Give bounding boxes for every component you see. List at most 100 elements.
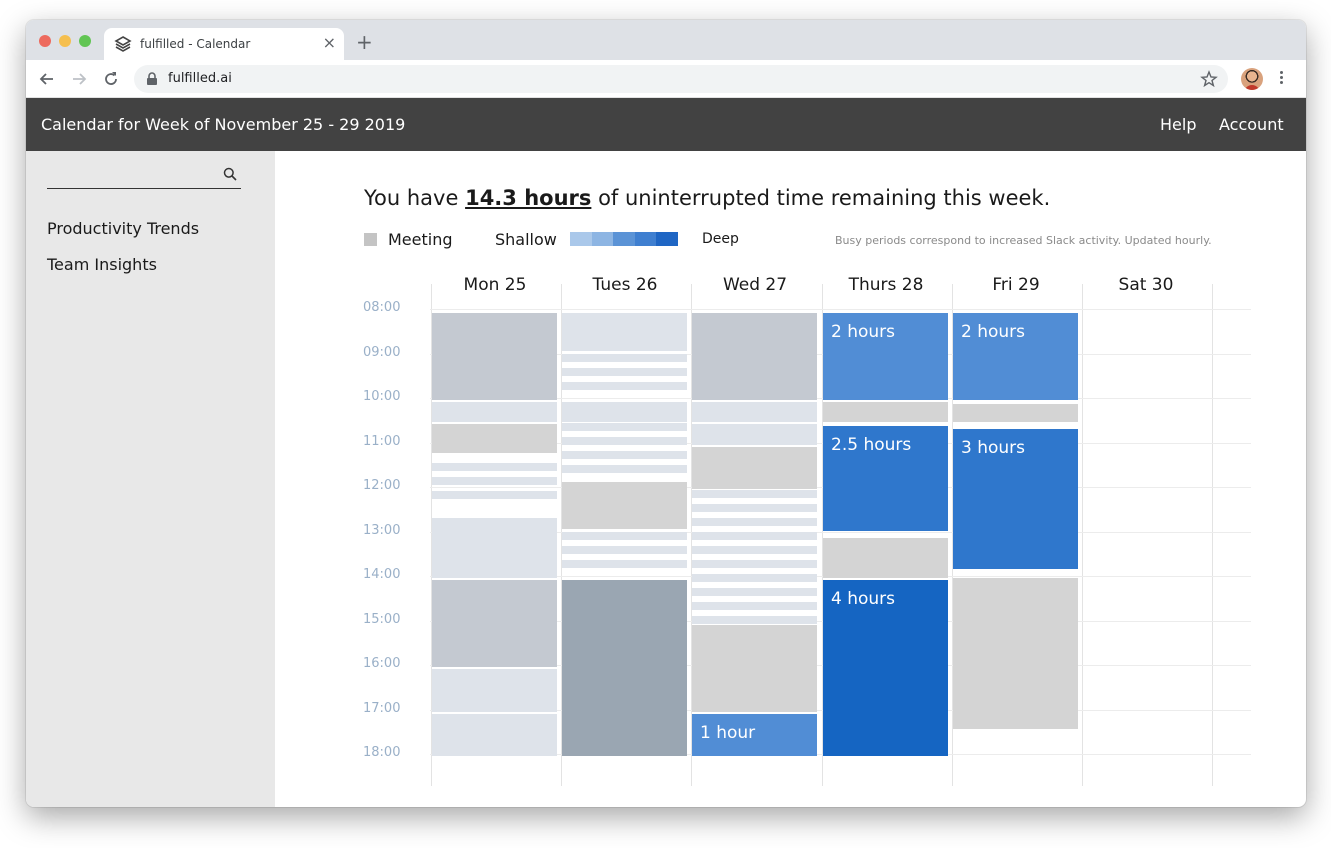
tab-strip: fulfilled - Calendar × + — [26, 20, 1306, 60]
meeting-block[interactable] — [953, 577, 1078, 730]
url-text: fulfilled.ai — [168, 71, 232, 86]
time-label: 18:00 — [363, 745, 401, 760]
reload-icon[interactable] — [102, 70, 120, 88]
focus-time-block[interactable]: 4 hours — [823, 580, 948, 756]
focus-duration-label: 2 hours — [831, 322, 896, 342]
grid-column-line — [952, 284, 953, 786]
day-header: Mon 25 — [463, 275, 527, 295]
focus-time-block[interactable]: 2 hours — [953, 313, 1078, 400]
focus-time-block[interactable]: 2 hours — [823, 313, 948, 400]
close-window-button[interactable] — [39, 35, 51, 47]
sidebar-item-team-insights[interactable]: Team Insights — [47, 255, 157, 274]
busy-block[interactable] — [562, 313, 687, 352]
focus-duration-label: 2.5 hours — [831, 435, 912, 456]
meeting-block[interactable] — [692, 624, 817, 712]
back-arrow-icon[interactable] — [38, 70, 56, 88]
focus-time-block[interactable]: 2.5 hours — [823, 426, 948, 532]
browser-menu-icon[interactable] — [1278, 69, 1284, 89]
search-input[interactable] — [47, 165, 217, 187]
focus-duration-label: 3 hours — [961, 437, 1026, 458]
meeting-block[interactable] — [692, 446, 817, 489]
meeting-block[interactable] — [953, 404, 1078, 423]
browser-window: fulfilled - Calendar × + fulfilled.ai — [26, 20, 1306, 807]
close-tab-icon[interactable]: × — [322, 33, 336, 52]
meeting-block[interactable] — [432, 424, 557, 454]
focus-duration-label: 4 hours — [831, 589, 896, 609]
busy-block[interactable] — [432, 517, 557, 578]
new-tab-button[interactable]: + — [356, 30, 373, 54]
time-label: 10:00 — [363, 389, 401, 404]
day-header: Fri 29 — [992, 275, 1040, 295]
help-link[interactable]: Help — [1160, 115, 1197, 134]
day-header: Sat 30 — [1118, 275, 1174, 295]
busy-block[interactable] — [432, 580, 557, 667]
fulfilled-logo-icon — [114, 36, 132, 52]
bookmark-star-icon[interactable] — [1200, 70, 1218, 88]
slack-activity-stripe — [692, 574, 817, 582]
meeting-block[interactable] — [823, 537, 948, 578]
slack-activity-stripe — [562, 382, 687, 391]
slack-activity-stripe — [692, 546, 817, 554]
busy-block[interactable] — [562, 402, 687, 423]
meeting-block[interactable] — [823, 402, 948, 423]
slack-activity-stripe — [562, 368, 687, 377]
page-title: Calendar for Week of November 25 - 29 20… — [41, 115, 406, 134]
focus-time-block[interactable]: 3 hours — [953, 428, 1078, 570]
slack-activity-stripe — [432, 477, 557, 486]
maximize-window-button[interactable] — [79, 35, 91, 47]
profile-avatar[interactable] — [1241, 68, 1263, 90]
search-icon[interactable] — [223, 167, 237, 181]
busy-block[interactable] — [562, 580, 687, 756]
time-label: 08:00 — [363, 300, 401, 315]
ramp-step — [591, 232, 614, 246]
sidebar: Productivity Trends Team Insights — [26, 151, 275, 807]
remaining-hours[interactable]: 14.3 hours — [465, 186, 592, 210]
busy-block[interactable] — [432, 669, 557, 712]
slack-activity-stripe — [562, 354, 687, 363]
address-bar[interactable]: fulfilled.ai — [134, 65, 1228, 93]
busy-block[interactable] — [692, 424, 817, 445]
slack-activity-stripe — [692, 490, 817, 498]
grid-column-line — [1082, 284, 1083, 786]
legend-meeting-label: Meeting — [388, 230, 453, 249]
sidebar-item-productivity-trends[interactable]: Productivity Trends — [47, 219, 200, 238]
slack-activity-stripe — [432, 463, 557, 472]
meeting-block[interactable] — [562, 482, 687, 530]
ramp-step — [634, 232, 657, 246]
grid-column-line — [822, 284, 823, 786]
time-label: 11:00 — [363, 433, 401, 449]
focus-time-block[interactable]: 1 hour — [692, 713, 817, 756]
day-header: Thurs 28 — [848, 275, 924, 295]
slack-activity-stripe — [562, 546, 687, 555]
slack-activity-stripe — [562, 437, 687, 446]
slack-activity-stripe — [692, 560, 817, 568]
slack-activity-stripe — [692, 504, 817, 512]
time-label: 16:00 — [363, 656, 401, 671]
slack-activity-stripe — [692, 588, 817, 596]
ramp-step — [613, 232, 635, 246]
slack-activity-stripe — [432, 491, 557, 500]
focus-duration-label: 1 hour — [700, 722, 756, 743]
busy-block[interactable] — [432, 713, 557, 756]
forward-arrow-icon[interactable] — [70, 70, 88, 88]
slack-activity-stripe — [562, 423, 687, 432]
legend-deep-label: Deep — [702, 231, 739, 247]
uninterrupted-time-summary: You have 14.3 hours of uninterrupted tim… — [364, 186, 1050, 210]
browser-tab[interactable]: fulfilled - Calendar × — [104, 28, 344, 60]
busy-block[interactable] — [432, 402, 557, 423]
slack-activity-stripe — [562, 560, 687, 569]
grid-hour-line — [430, 309, 1251, 310]
legend-shallow-label: Shallow — [495, 230, 557, 249]
slack-activity-stripe — [562, 465, 687, 474]
focus-duration-label: 2 hours — [961, 322, 1026, 342]
grid-column-line — [1212, 284, 1213, 786]
busy-block[interactable] — [692, 402, 817, 423]
busy-block[interactable] — [692, 313, 817, 400]
minimize-window-button[interactable] — [59, 35, 71, 47]
meeting-swatch — [364, 233, 377, 246]
account-link[interactable]: Account — [1219, 115, 1284, 134]
grid-column-line — [691, 284, 692, 786]
summary-prefix: You have — [364, 186, 466, 210]
busy-block[interactable] — [432, 313, 557, 400]
summary-suffix: of uninterrupted time remaining this wee… — [591, 186, 1051, 210]
